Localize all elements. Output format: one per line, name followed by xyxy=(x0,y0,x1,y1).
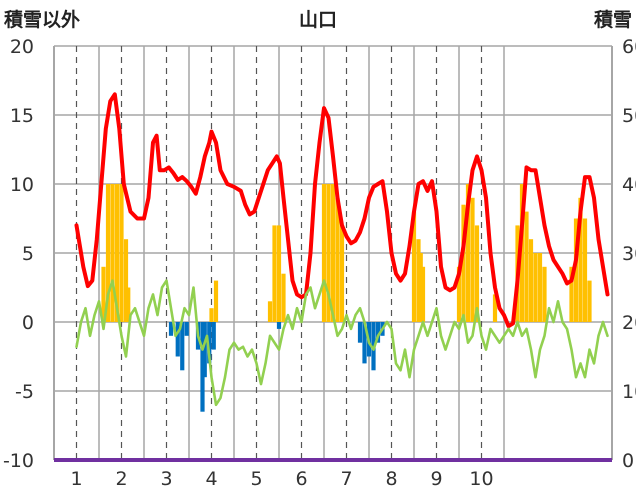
negative-bar xyxy=(200,322,205,412)
negative-bar xyxy=(180,322,185,371)
negative-bar xyxy=(202,322,207,378)
right-tick-label: 10 xyxy=(622,381,636,403)
snow-bar xyxy=(418,253,423,322)
right-tick-label: 30 xyxy=(622,243,636,265)
snow-bar xyxy=(470,197,475,322)
negative-bar xyxy=(175,322,180,357)
snow-bar xyxy=(326,184,331,322)
snow-bar xyxy=(537,253,543,322)
snow-bar xyxy=(569,266,574,322)
snow-bar xyxy=(321,184,327,322)
red-series-line xyxy=(74,92,610,329)
green-series-line xyxy=(75,279,609,407)
left-tick-label: 5 xyxy=(22,243,34,265)
month-tick-label: 6 xyxy=(295,468,307,490)
month-tick-label: 8 xyxy=(385,468,397,490)
snow-bar xyxy=(335,197,340,322)
right-tick-label: 40 xyxy=(622,174,636,196)
snow-bar xyxy=(213,280,219,322)
month-tick-label: 1 xyxy=(70,468,82,490)
snow-bar xyxy=(119,184,124,322)
axes-group xyxy=(53,46,613,462)
left-tick-label: -10 xyxy=(3,450,34,472)
negative-bar xyxy=(357,322,363,343)
month-tick-label: 5 xyxy=(250,468,262,490)
line-series-group xyxy=(74,92,610,407)
snow-bar xyxy=(123,239,129,322)
right-tick-label: 60 xyxy=(622,36,636,58)
chart-title: 山口 xyxy=(299,9,337,31)
snow-bar xyxy=(416,239,421,322)
snow-bar xyxy=(267,301,273,322)
snow-bar xyxy=(474,225,480,322)
snow-bar xyxy=(281,273,286,322)
snow-bar xyxy=(272,225,277,322)
snow-bar xyxy=(114,184,120,322)
snow-bar xyxy=(461,204,466,322)
snow-bar xyxy=(578,197,583,322)
left-tick-label: 20 xyxy=(10,36,34,58)
negative-bar xyxy=(362,322,367,364)
month-tick-label: 10 xyxy=(469,468,493,490)
snow-bar xyxy=(456,266,462,322)
negative-bar xyxy=(207,322,212,364)
snow-bar xyxy=(524,211,529,322)
month-tick-label: 7 xyxy=(340,468,352,490)
month-tick-label: 3 xyxy=(160,468,172,490)
negative-bar xyxy=(211,322,216,350)
snow-bar xyxy=(492,294,498,322)
negative-bar xyxy=(276,322,282,329)
right-tick-label: 0 xyxy=(622,450,634,472)
left-tick-label: 15 xyxy=(10,105,34,127)
left-axis-label: 積雪以外 xyxy=(4,8,80,31)
month-tick-label: 2 xyxy=(115,468,127,490)
snow-bar xyxy=(573,218,579,322)
left-tick-label: 0 xyxy=(22,312,34,334)
right-tick-label: 20 xyxy=(622,312,636,334)
snow-bar xyxy=(533,253,538,322)
negative-bar xyxy=(168,322,174,336)
snow-bar xyxy=(101,266,106,322)
month-tick-label: 9 xyxy=(430,468,442,490)
right-tick-label: 50 xyxy=(622,105,636,127)
bar-series-group xyxy=(101,184,592,412)
snow-bar xyxy=(209,308,214,322)
snow-bar xyxy=(105,184,111,322)
snow-bar xyxy=(330,184,336,322)
left-tick-label: 10 xyxy=(10,174,34,196)
snow-bar xyxy=(110,184,115,322)
month-tick-label: 4 xyxy=(205,468,217,490)
snow-bar xyxy=(126,287,131,322)
snow-bar xyxy=(465,184,471,322)
right-axis-label: 積雪 xyxy=(594,8,632,31)
negative-bar xyxy=(184,322,189,336)
snow-bar xyxy=(420,266,426,322)
negative-bar xyxy=(375,322,381,343)
snow-bar xyxy=(528,239,534,322)
snow-bar xyxy=(542,266,547,322)
snow-bar xyxy=(582,218,588,322)
snow-bar xyxy=(411,211,417,322)
snow-bar xyxy=(519,184,525,322)
snow-bar xyxy=(276,225,282,322)
snow-bar xyxy=(587,280,592,322)
snow-bar xyxy=(339,225,345,322)
left-tick-label: -5 xyxy=(15,381,34,403)
